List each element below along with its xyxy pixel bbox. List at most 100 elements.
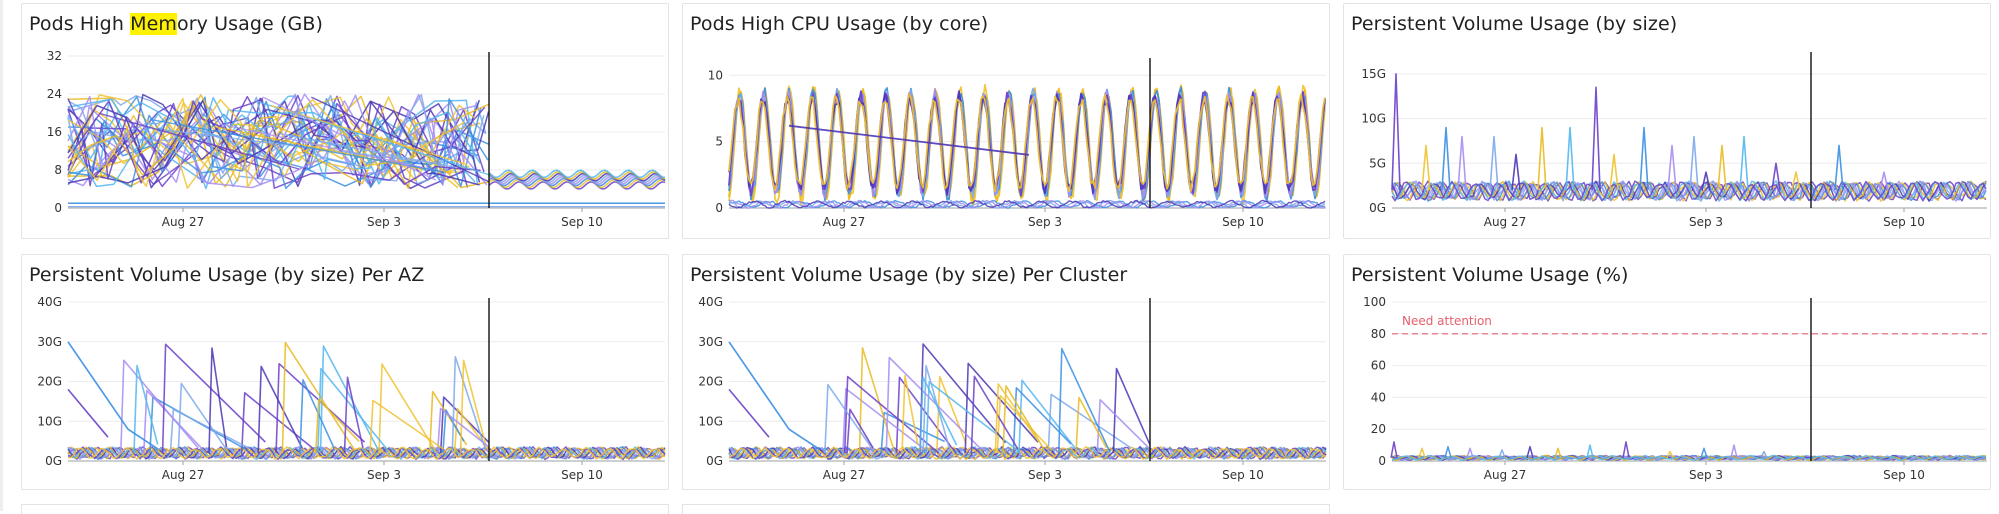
panel-pv-size-per-cluster[interactable]: Persistent Volume Usage (by size) Per Cl…	[682, 254, 1330, 490]
chart-pv-size-per-cluster: 0G 10G 20G 30G 40G Aug 27 Sep 3 Sep 10	[698, 295, 1327, 482]
y-tick-label: 32	[47, 49, 62, 63]
series-line	[270, 105, 468, 166]
series-line	[1390, 441, 1398, 458]
series-line	[1047, 393, 1132, 454]
series-line	[1760, 450, 1768, 459]
series-line	[161, 343, 266, 454]
y-tick-label: 10G	[37, 414, 62, 428]
threshold-label: Need attention	[1402, 314, 1492, 328]
series-line	[1391, 454, 1987, 461]
series-line	[439, 396, 490, 454]
series-line	[1498, 449, 1506, 459]
series-line	[240, 392, 315, 454]
chart-pv-usage-percent: 0 20 40 60 80 100 Aug 27 Sep 3 Sep 10 Need attent…	[1363, 295, 1987, 482]
y-tick-label: 0	[715, 201, 723, 215]
chart-pods-memory: 0 8 16 24 32 Aug 27 Sep 3 Sep 10	[47, 49, 666, 229]
series-line	[442, 409, 465, 454]
series-line	[488, 169, 666, 179]
series-line	[1112, 367, 1151, 454]
y-tick-label: 100	[1363, 295, 1386, 309]
panel-title: Persistent Volume Usage (by size)	[1351, 13, 1678, 35]
y-tick-label: 5G	[1369, 156, 1386, 170]
chart-pv-size: 0G 5G 10G 15G Aug 27 Sep 3 Sep 10	[1361, 52, 1987, 229]
panel-pv-size-per-az[interactable]: Persistent Volume Usage (by size) Per AZ…	[21, 254, 669, 490]
series-line	[459, 359, 487, 454]
x-tick-label: Sep 3	[1689, 215, 1723, 229]
series-line	[1689, 135, 1699, 191]
series-line	[885, 356, 983, 454]
y-tick-label: 20	[1371, 422, 1386, 436]
y-tick-label: 30G	[37, 335, 62, 349]
x-tick-label: Sep 10	[1883, 468, 1925, 482]
y-tick-label: 16	[47, 125, 62, 139]
series-line	[1391, 454, 1987, 461]
series-line	[1391, 73, 1401, 191]
series-line	[788, 124, 1030, 156]
series-line	[1418, 447, 1426, 459]
y-tick-label: 40	[1371, 390, 1386, 404]
series-line	[67, 97, 486, 189]
series-line	[1609, 153, 1619, 191]
series-line	[369, 399, 444, 454]
series-line	[1466, 447, 1474, 459]
series-line	[728, 388, 770, 438]
panel-pv-usage-percent[interactable]: Persistent Volume Usage (%) 0 20 40 60 80 100…	[1343, 254, 1991, 490]
series-line	[1739, 135, 1749, 191]
series-line	[67, 104, 475, 189]
chart-pods-cpu: 0 5 10 Aug 27 Sep 3 Sep 10	[708, 58, 1326, 229]
series-line	[1489, 135, 1499, 191]
series-line	[1526, 445, 1534, 458]
x-tick-label: Sep 10	[1222, 468, 1264, 482]
panel-peek-middle	[682, 504, 1330, 514]
series-line	[964, 362, 1039, 454]
series-line	[133, 364, 159, 454]
series-line	[728, 446, 1327, 460]
series-line	[1441, 126, 1451, 191]
series-line	[728, 92, 1326, 193]
y-tick-label: 0G	[1369, 201, 1386, 215]
y-tick-label: 10	[708, 68, 723, 82]
series-line	[842, 387, 928, 454]
series-line	[728, 445, 1327, 460]
y-tick-label: 40G	[37, 295, 62, 309]
x-tick-label: Sep 3	[1028, 468, 1062, 482]
series-line	[1667, 144, 1677, 191]
y-tick-label: 24	[47, 87, 62, 101]
y-tick-label: 10G	[1361, 112, 1386, 126]
series-line	[728, 341, 820, 450]
y-tick-label: 10G	[698, 414, 723, 428]
y-tick-label: 0G	[45, 454, 62, 468]
series-line	[262, 96, 437, 181]
series-line	[922, 364, 952, 454]
series-line	[970, 375, 1019, 454]
x-tick-label: Sep 3	[367, 215, 401, 229]
x-tick-label: Aug 27	[823, 468, 866, 482]
series-line	[1717, 144, 1727, 191]
x-tick-label: Sep 10	[1222, 215, 1264, 229]
series-line	[143, 389, 206, 454]
x-tick-label: Sep 3	[367, 468, 401, 482]
panel-pv-size[interactable]: Persistent Volume Usage (by size) 0G 5G 10…	[1343, 3, 1991, 239]
panel-pods-memory[interactable]: Pods High Memory Usage (GB) 0 8 16 24 32 Aug …	[21, 3, 669, 239]
series-line	[281, 341, 356, 454]
y-tick-label: 20G	[698, 375, 723, 389]
x-tick-label: Sep 10	[561, 468, 603, 482]
y-tick-label: 5	[715, 135, 723, 149]
series-line	[177, 382, 227, 454]
series-line	[1700, 447, 1708, 459]
series-line	[149, 118, 444, 173]
series-line	[1639, 126, 1649, 191]
series-line	[1002, 385, 1045, 454]
series-line	[728, 199, 1326, 209]
panel-pods-cpu[interactable]: Pods High CPU Usage (by core) 0 5 10 Aug 27…	[682, 3, 1330, 239]
series-line	[824, 383, 875, 454]
series-line	[1096, 399, 1151, 454]
y-tick-label: 80	[1371, 327, 1386, 341]
series-line	[1537, 126, 1547, 191]
series-line	[436, 407, 490, 454]
series-line	[67, 97, 489, 189]
x-tick-label: Sep 10	[1883, 215, 1925, 229]
series-line	[275, 362, 366, 454]
panel-title: Pods High CPU Usage (by core)	[690, 13, 989, 35]
panel-title: Pods High Memory Usage (GB)	[29, 13, 323, 35]
